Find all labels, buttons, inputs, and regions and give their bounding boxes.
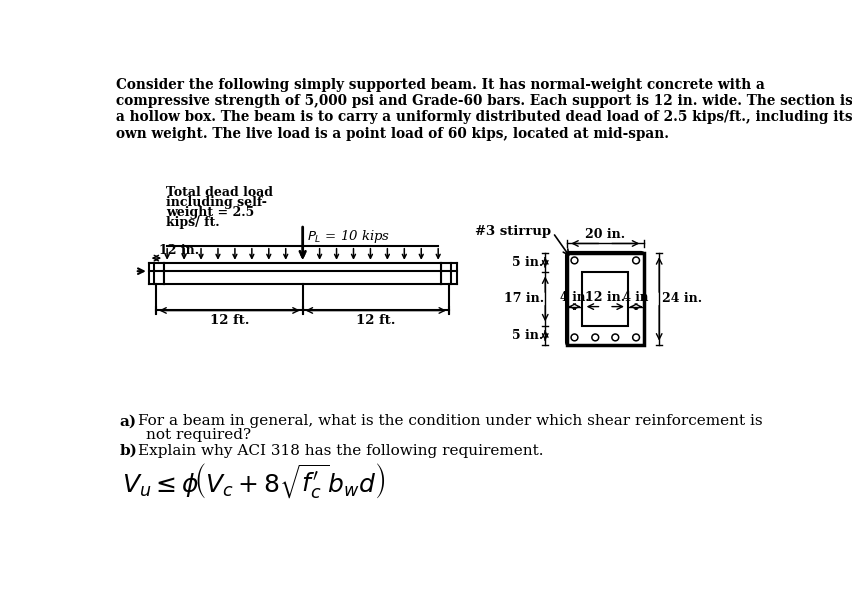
Text: Total dead load: Total dead load [166,186,273,199]
Circle shape [573,258,577,263]
Text: 24 in.: 24 in. [662,292,702,306]
Circle shape [633,257,640,264]
Text: b): b) [119,444,137,457]
Text: For a beam in general, what is the condition under which shear reinforcement is: For a beam in general, what is the condi… [138,414,763,428]
Circle shape [573,335,577,339]
Circle shape [634,258,638,263]
Bar [164,263,441,283]
Text: #3 stirrup: #3 stirrup [475,225,551,237]
Text: 5 in.: 5 in. [512,256,544,269]
Bar [582,272,629,326]
Text: 12 in.: 12 in. [585,291,625,304]
Text: $P_L$ = 10 kips: $P_L$ = 10 kips [307,228,389,245]
Circle shape [633,334,640,341]
Text: $V_u \leq \phi\!\left(V_c+8\sqrt{f_c^{\prime}\,}b_w d\right)$: $V_u \leq \phi\!\left(V_c+8\sqrt{f_c^{\p… [123,462,386,502]
Text: 17 in.: 17 in. [504,292,544,306]
Text: 12 in.: 12 in. [159,243,199,257]
Circle shape [612,334,619,341]
Text: Explain why ACI 318 has the following requirement.: Explain why ACI 318 has the following re… [138,444,544,457]
Circle shape [613,335,617,339]
Text: 12 ft.: 12 ft. [210,313,250,327]
Text: 12 ft.: 12 ft. [356,313,395,327]
Circle shape [592,334,599,341]
Circle shape [571,334,578,341]
Circle shape [571,257,578,264]
Bar [567,253,644,345]
Text: 4 in.: 4 in. [560,291,590,304]
Circle shape [634,335,638,339]
Circle shape [593,335,597,339]
Text: 5 in.: 5 in. [512,329,544,342]
Text: kips/ ft.: kips/ ft. [166,216,220,229]
Text: not required?: not required? [146,428,250,441]
Text: weight = 2.5: weight = 2.5 [166,206,255,219]
Text: a): a) [119,414,136,428]
Text: including self-: including self- [166,196,268,209]
Text: Consider the following simply supported beam. It has normal-weight concrete with: Consider the following simply supported … [117,78,852,141]
Text: 20 in.: 20 in. [585,228,625,241]
Text: 4 in: 4 in [624,291,648,304]
